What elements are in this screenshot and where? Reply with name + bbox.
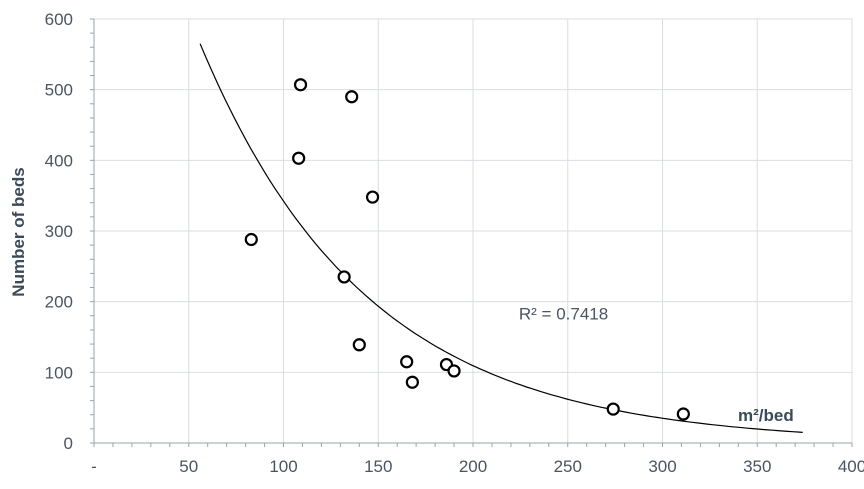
- x-axis-title: m²/bed: [738, 406, 794, 425]
- x-tick-label: 100: [269, 457, 297, 476]
- y-tick-label: 600: [45, 10, 73, 29]
- x-tick-label: -: [91, 457, 97, 476]
- y-tick-label: 500: [45, 81, 73, 100]
- x-tick-label: 150: [364, 457, 392, 476]
- axes: [93, 19, 852, 444]
- r-squared-label: R² = 0.7418: [519, 305, 608, 324]
- data-point: [345, 90, 359, 104]
- data-point: [606, 402, 620, 416]
- y-tick-label: 400: [45, 151, 73, 170]
- y-tick-labels: 0 100 200 300 400 500 600: [45, 10, 73, 453]
- data-point: [447, 364, 461, 378]
- grid-lines: [90, 18, 853, 447]
- y-tick-label: 0: [64, 434, 73, 453]
- data-point: [293, 78, 308, 92]
- y-tick-label: 300: [45, 222, 73, 241]
- data-point: [400, 355, 414, 369]
- x-tick-label: 350: [743, 457, 771, 476]
- data-point: [405, 375, 419, 389]
- data-point: [337, 270, 351, 284]
- x-tick-label: 50: [179, 457, 198, 476]
- x-tick-labels: - 50 100 150 200 250 300 350 400: [91, 457, 864, 476]
- trendline: [199, 43, 803, 433]
- data-point: [292, 151, 306, 165]
- x-tick-label: 250: [554, 457, 582, 476]
- x-tick-label: 200: [459, 457, 487, 476]
- y-tick-label: 100: [45, 363, 73, 382]
- data-point: [365, 190, 380, 204]
- data-point: [352, 338, 366, 352]
- x-tick-label: 300: [648, 457, 676, 476]
- y-tick-label: 200: [45, 293, 73, 312]
- x-tick-label: 400: [838, 457, 864, 476]
- y-axis-title: Number of beds: [9, 167, 28, 296]
- data-point: [244, 232, 258, 247]
- data-points: [244, 78, 690, 421]
- data-point: [676, 407, 690, 421]
